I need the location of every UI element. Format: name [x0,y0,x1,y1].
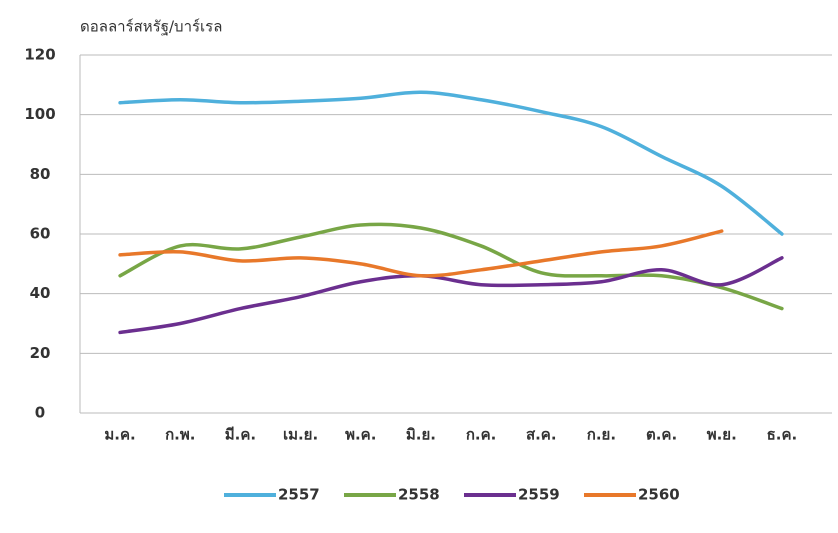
x-tick-label: เม.ย. [283,426,318,444]
legend-label: 2557 [278,486,320,504]
x-tick-label: ธ.ค. [767,426,798,444]
x-tick-label: ส.ค. [526,426,557,444]
x-tick-label: มี.ค. [225,426,256,444]
y-tick-label: 120 [24,46,55,64]
series-line [118,90,784,236]
y-tick-label: 40 [30,284,51,302]
legend-label: 2558 [398,486,440,504]
x-tick-label: ต.ค. [646,426,677,444]
y-tick-label: 20 [30,344,51,362]
legend-label: 2559 [518,486,560,504]
x-tick-label: พ.ค. [345,426,376,444]
y-tick-label: 80 [30,165,51,183]
series-line [118,256,784,335]
x-tick-label: ก.ค. [466,426,497,444]
x-tick-label: พ.ย. [707,426,737,444]
x-tick-label: ก.พ. [165,426,195,444]
y-tick-label: 100 [24,105,55,123]
y-tick-label: 0 [35,404,45,422]
legend-label: 2560 [638,486,680,504]
chart-title: ดอลลาร์สหรัฐ/บาร์เรล [80,18,222,36]
series-line [118,229,724,278]
x-tick-label: ก.ย. [587,426,616,444]
series-line [118,222,784,311]
y-tick-label: 60 [30,225,51,243]
x-tick-label: มิ.ย. [406,426,436,444]
x-tick-label: ม.ค. [104,426,135,444]
